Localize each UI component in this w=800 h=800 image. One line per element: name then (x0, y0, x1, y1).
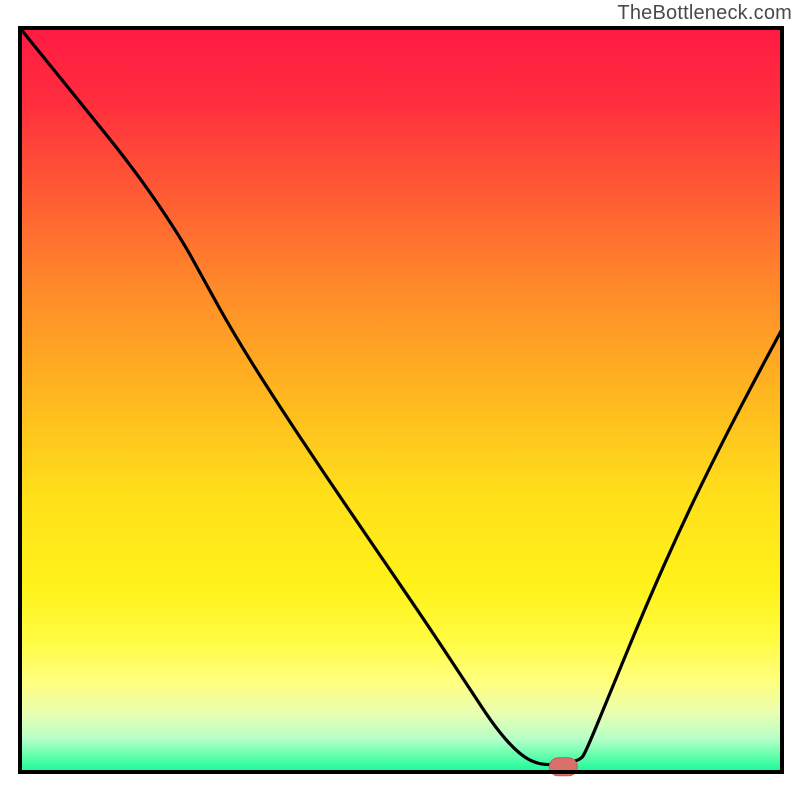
bottleneck-chart (0, 0, 800, 800)
chart-background (20, 28, 782, 772)
chart-container: TheBottleneck.com (0, 0, 800, 800)
